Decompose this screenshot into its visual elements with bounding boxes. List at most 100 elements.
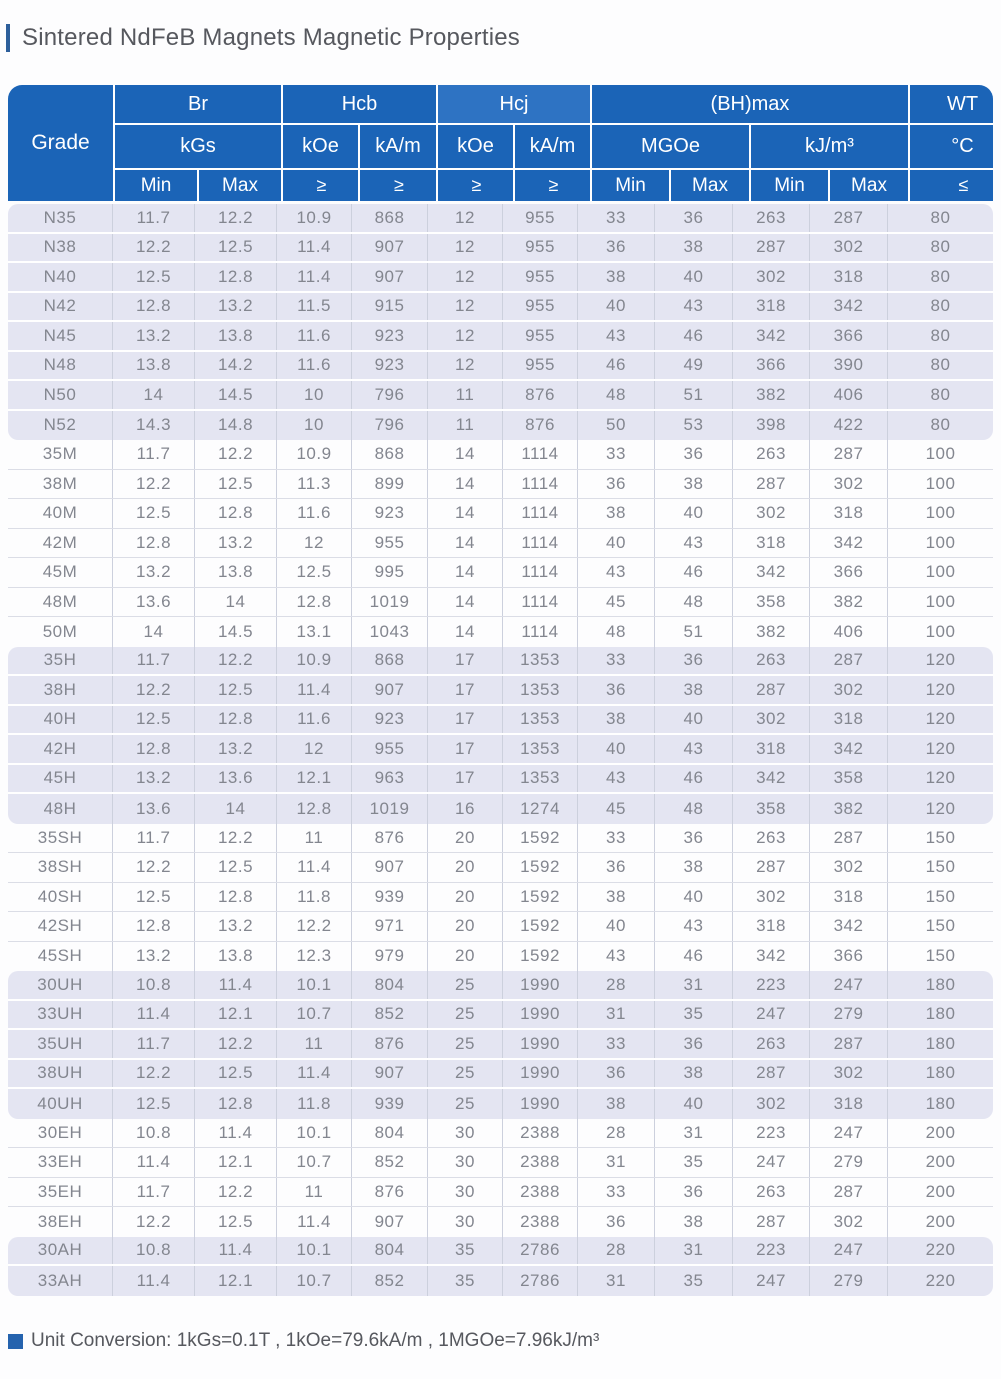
value-cell: 100 xyxy=(925,591,956,611)
value-cell: 45 xyxy=(578,794,655,824)
table-row: 48M 13.6 14 12.8 1019 14 1114 45 48 358 382 100 xyxy=(8,587,993,617)
value-cell: 200 xyxy=(925,1122,956,1142)
value-cell: 12.8 xyxy=(195,882,277,911)
value-cell: 247 xyxy=(733,1266,810,1296)
value-cell: 1990 xyxy=(503,1000,578,1028)
grade-cell: 38M xyxy=(8,469,113,498)
value-cell: 14 xyxy=(113,617,195,647)
value-cell: 13.8 xyxy=(113,351,195,379)
value-cell: 12.8 xyxy=(195,499,277,528)
value-cell: 11 xyxy=(428,381,503,409)
value-cell: 302 xyxy=(733,499,810,528)
value-cell: 1114 xyxy=(503,469,578,498)
value-cell: 12.2 xyxy=(277,912,352,941)
table-row: N52 14.3 14.8 10 796 11 876 50 53 398 422 80 xyxy=(8,410,993,440)
value-cell: 80 xyxy=(930,207,951,227)
value-cell: 955 xyxy=(503,233,578,261)
value-cell: 390 xyxy=(810,351,888,379)
value-cell: 100 xyxy=(925,473,956,493)
grade-group: 30EH 10.8 11.4 10.1 804 30 2388 28 31 223 247 200 33… xyxy=(8,1118,993,1237)
value-cell: 12 xyxy=(428,292,503,320)
value-cell: 12.8 xyxy=(113,292,195,320)
value-cell: 12.8 xyxy=(113,912,195,941)
value-cell: 40 xyxy=(655,705,733,733)
value-cell: 915 xyxy=(352,292,428,320)
value-cell: 876 xyxy=(503,410,578,440)
value-cell: 247 xyxy=(810,1118,888,1147)
value-cell: 40 xyxy=(578,292,655,320)
value-cell: 11.4 xyxy=(113,1000,195,1028)
value-cell: 11.6 xyxy=(277,322,352,350)
value-cell: 1114 xyxy=(503,587,578,616)
grade-cell: 33AH xyxy=(8,1266,113,1296)
note-bullet-icon xyxy=(8,1333,23,1349)
value-cell: 14.2 xyxy=(195,351,277,379)
value-cell: 382 xyxy=(810,587,888,616)
value-cell: 12.5 xyxy=(113,705,195,733)
value-cell: 11.4 xyxy=(195,1118,277,1147)
value-cell: 43 xyxy=(578,558,655,587)
value-cell: 263 xyxy=(733,646,810,674)
table-row: 30AH 10.8 11.4 10.1 804 35 2786 28 31 223 247 220 xyxy=(8,1236,993,1266)
value-cell: 13.2 xyxy=(195,912,277,941)
value-cell: 51 xyxy=(655,617,733,647)
table-row: 35H 11.7 12.2 10.9 868 17 1353 33 36 263 287 120 xyxy=(8,646,993,676)
header-unit-kgs: kGs xyxy=(115,125,281,168)
value-cell: 80 xyxy=(930,296,951,316)
value-cell: 279 xyxy=(810,1266,888,1296)
value-cell: 366 xyxy=(733,351,810,379)
value-cell: 223 xyxy=(733,971,810,999)
value-cell: 11.7 xyxy=(113,204,195,232)
value-cell: 50 xyxy=(578,410,655,440)
value-cell: 10.9 xyxy=(277,646,352,674)
value-cell: 36 xyxy=(578,1059,655,1087)
value-cell: 382 xyxy=(733,617,810,647)
value-cell: 382 xyxy=(733,381,810,409)
value-cell: 12.2 xyxy=(195,1030,277,1058)
value-cell: 180 xyxy=(925,1063,956,1083)
value-cell: 318 xyxy=(810,263,888,291)
value-cell: 10.9 xyxy=(277,204,352,232)
value-cell: 14 xyxy=(195,794,277,824)
value-cell: 20 xyxy=(428,882,503,911)
value-cell: 868 xyxy=(352,646,428,674)
grade-cell: 35UH xyxy=(8,1030,113,1058)
value-cell: 1592 xyxy=(503,882,578,911)
value-cell: 31 xyxy=(655,971,733,999)
value-cell: 852 xyxy=(352,1266,428,1296)
table-row: 30UH 10.8 11.4 10.1 804 25 1990 28 31 223 247 180 xyxy=(8,971,993,1001)
value-cell: 220 xyxy=(925,1270,956,1290)
value-cell: 12.8 xyxy=(195,705,277,733)
value-cell: 279 xyxy=(810,1148,888,1177)
value-cell: 36 xyxy=(578,853,655,882)
value-cell: 1592 xyxy=(503,853,578,882)
value-cell: 35 xyxy=(655,1000,733,1028)
value-cell: 33 xyxy=(578,204,655,232)
value-cell: 40 xyxy=(655,499,733,528)
value-cell: 923 xyxy=(352,705,428,733)
value-cell: 12 xyxy=(428,351,503,379)
value-cell: 12.3 xyxy=(277,941,352,971)
value-cell: 12.8 xyxy=(195,263,277,291)
value-cell: 263 xyxy=(733,1030,810,1058)
value-cell: 40 xyxy=(578,735,655,763)
value-cell: 12.5 xyxy=(113,882,195,911)
value-cell: 14 xyxy=(428,440,503,469)
table-row: 45SH 13.2 13.8 12.3 979 20 1592 43 46 342 366 150 xyxy=(8,941,993,971)
value-cell: 1114 xyxy=(503,528,578,557)
value-cell: 43 xyxy=(578,764,655,792)
value-cell: 287 xyxy=(810,440,888,469)
value-cell: 2388 xyxy=(503,1118,578,1147)
value-cell: 31 xyxy=(578,1266,655,1296)
table-row: 38M 12.2 12.5 11.3 899 14 1114 36 38 287 302 100 xyxy=(8,469,993,499)
value-cell: 11.7 xyxy=(113,1030,195,1058)
value-cell: 963 xyxy=(352,764,428,792)
header-br: Br xyxy=(115,85,281,123)
value-cell: 120 xyxy=(925,650,956,670)
value-cell: 35 xyxy=(655,1266,733,1296)
grade-cell: N52 xyxy=(8,410,113,440)
grade-group: 30AH 10.8 11.4 10.1 804 35 2786 28 31 223 247 220 33… xyxy=(8,1236,993,1296)
table-row: 45H 13.2 13.6 12.1 963 17 1353 43 46 342 358 120 xyxy=(8,764,993,794)
value-cell: 876 xyxy=(352,1177,428,1206)
value-cell: 11.7 xyxy=(113,1177,195,1206)
